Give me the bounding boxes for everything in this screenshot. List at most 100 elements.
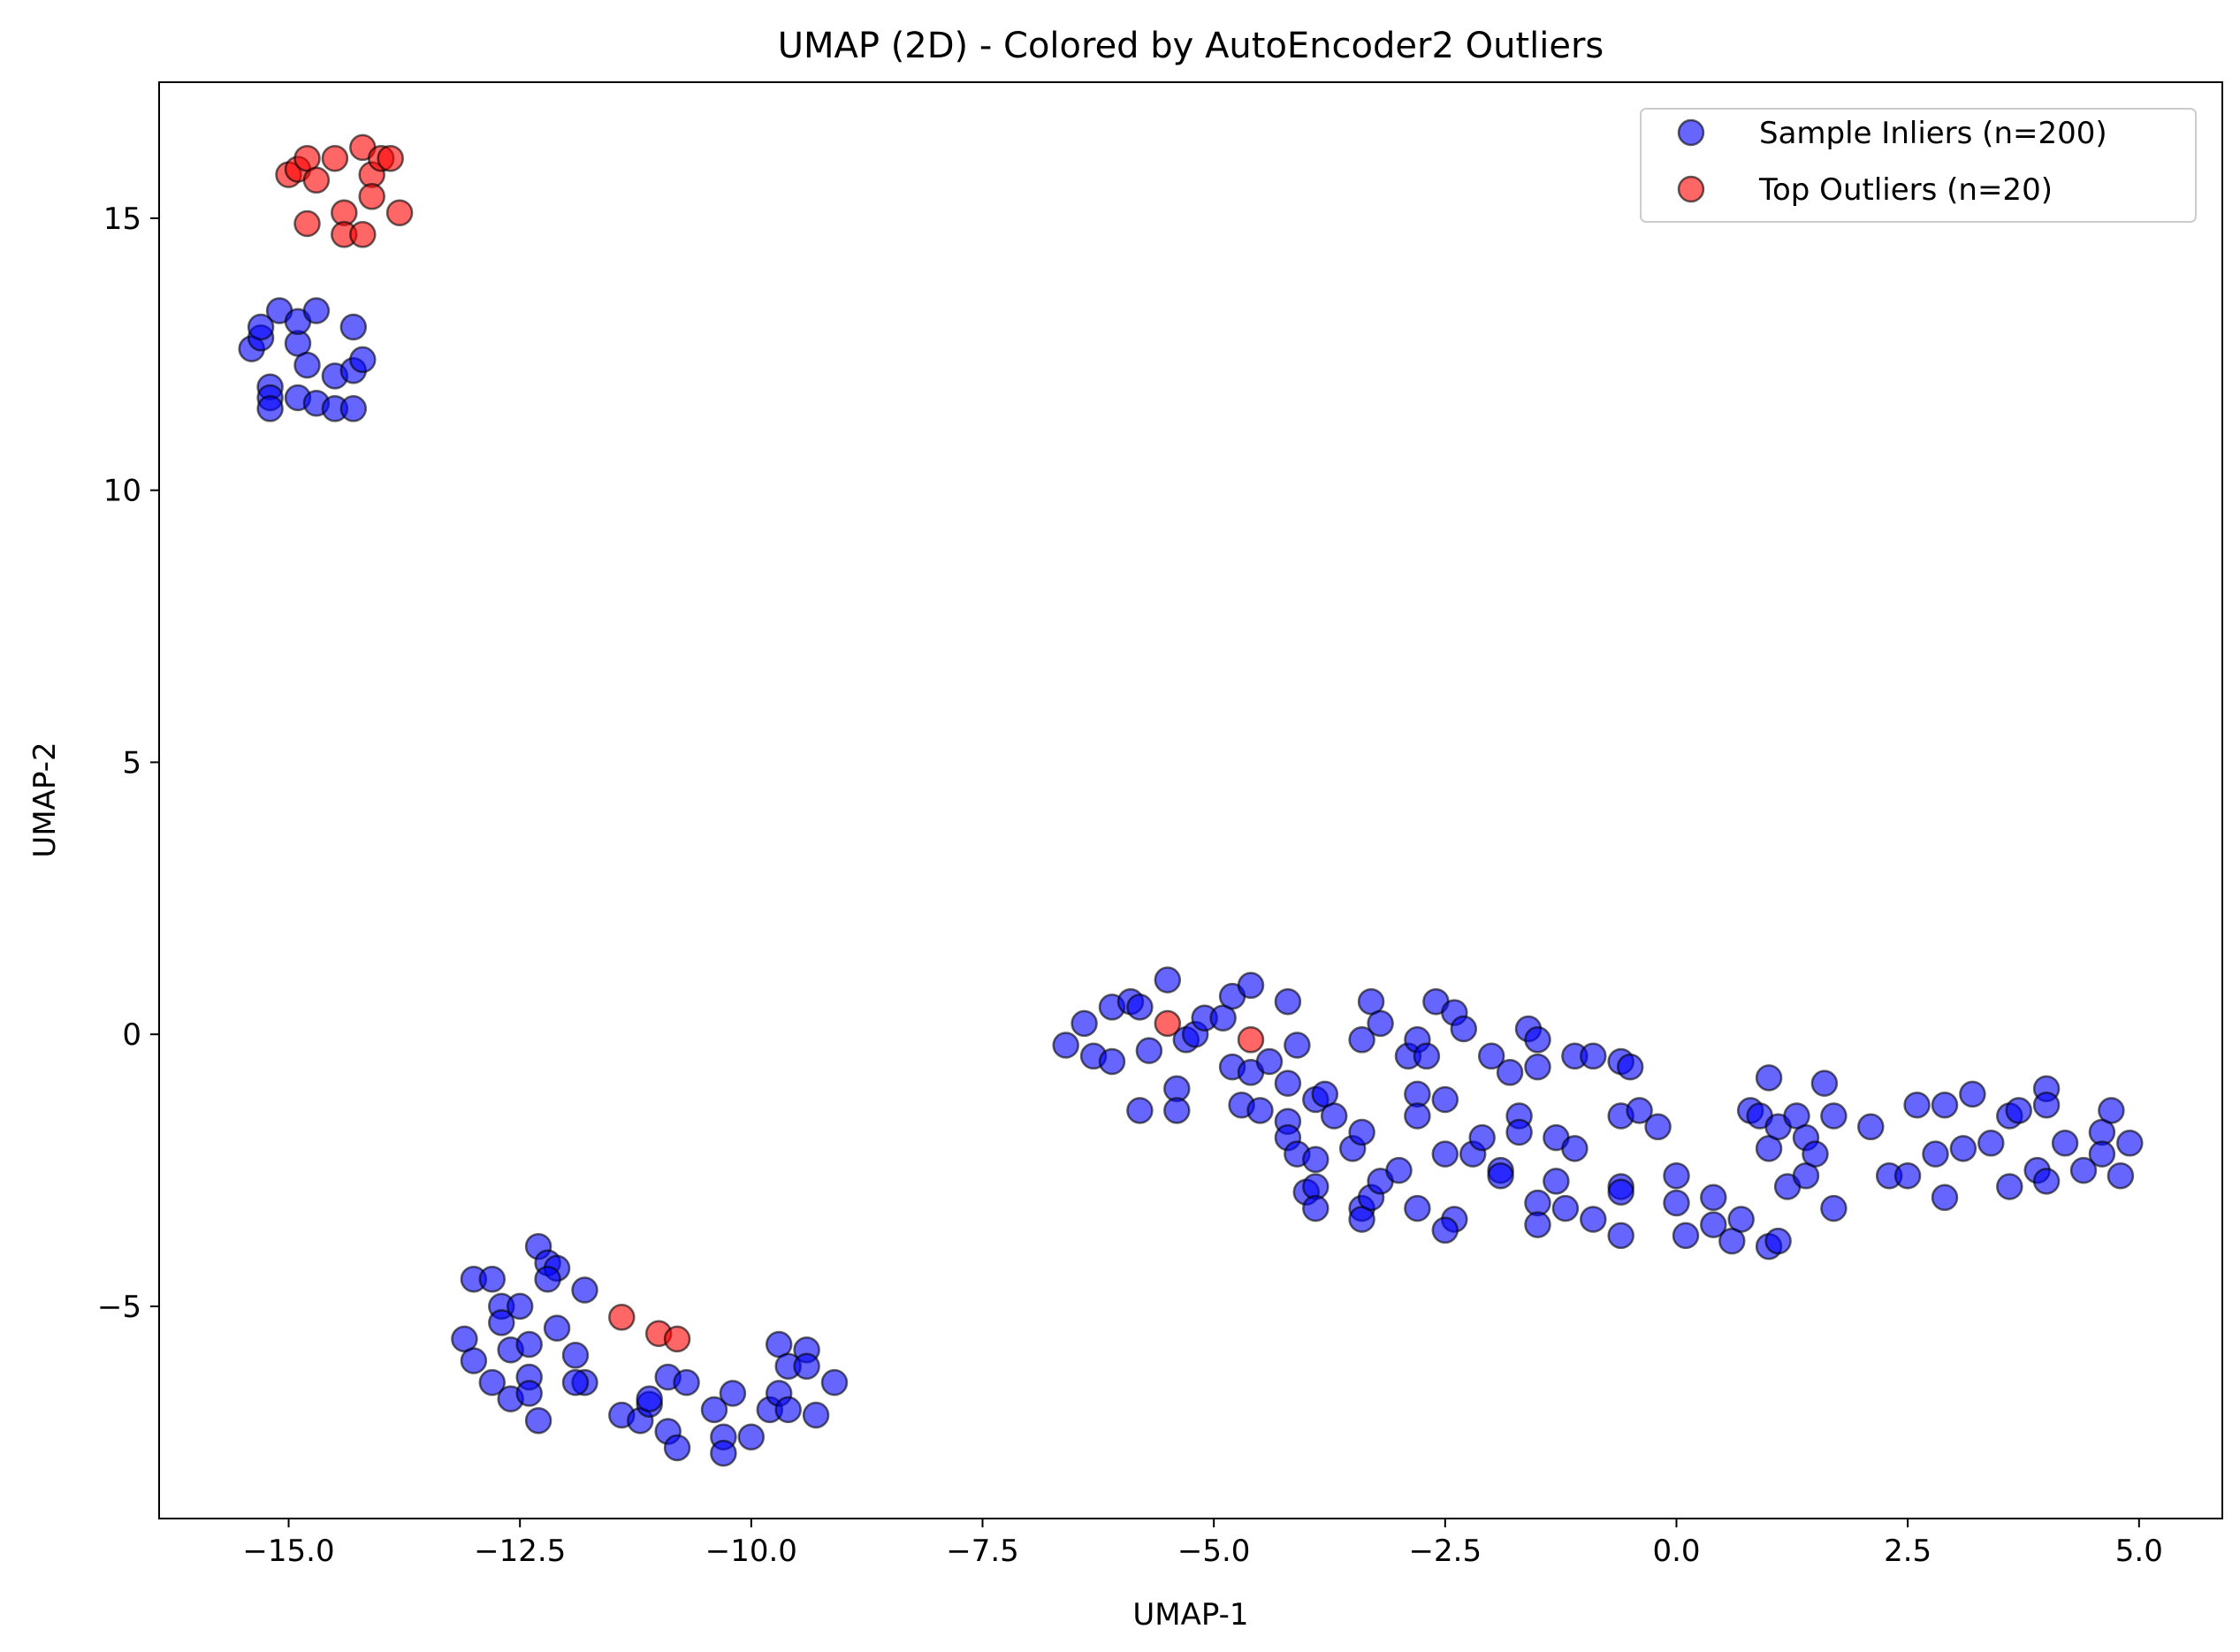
inlier-point-72 <box>1135 1037 1163 1064</box>
inlier-point-169 <box>1802 1140 1829 1168</box>
inlier-point-128 <box>1496 1059 1524 1086</box>
inlier-point-75 <box>1163 1097 1191 1124</box>
inlier-point-144 <box>1616 1053 1644 1081</box>
inlier-point-120 <box>1431 1216 1459 1245</box>
inlier-point-109 <box>1385 1156 1413 1184</box>
inlier-point-68 <box>1098 1047 1126 1076</box>
inlier-point-189 <box>2032 1091 2061 1119</box>
inlier-point-95 <box>1302 1146 1330 1174</box>
inlier-point-157 <box>1727 1206 1755 1233</box>
legend-label-outliers: Top Outliers (n=20) <box>1758 172 2053 208</box>
inlier-point-117 <box>1431 1085 1459 1114</box>
inlier-point-142 <box>1580 1206 1607 1233</box>
inlier-point-87 <box>1274 987 1302 1016</box>
y-axis-label: UMAP-2 <box>27 742 63 857</box>
inlier-point-172 <box>1820 1194 1848 1222</box>
inlier-point-32 <box>524 1406 552 1435</box>
inlier-point-195 <box>2107 1161 2135 1190</box>
inlier-point-61 <box>793 1352 820 1380</box>
outlier-point-15 <box>608 1304 636 1331</box>
inlier-point-83 <box>1237 971 1265 1000</box>
legend-marker-outliers <box>1677 175 1705 203</box>
inlier-point-45 <box>636 1385 663 1412</box>
inlier-point-137 <box>1543 1168 1570 1195</box>
legend: Sample Inliers (n=200) Top Outliers (n=2… <box>1640 108 2197 223</box>
inlier-point-41 <box>571 1276 598 1304</box>
inlier-point-124 <box>1468 1123 1496 1152</box>
inlier-point-155 <box>1700 1211 1727 1238</box>
x-tick-label: −15.0 <box>242 1534 334 1569</box>
outlier-point-3 <box>302 166 331 194</box>
inlier-point-24 <box>488 1309 515 1336</box>
inlier-point-63 <box>820 1368 849 1397</box>
inlier-point-148 <box>1607 1222 1634 1250</box>
inlier-point-180 <box>1949 1135 1977 1162</box>
inlier-point-71 <box>1126 1097 1154 1124</box>
x-tick-label: −5.0 <box>1177 1534 1251 1569</box>
inlier-point-49 <box>673 1368 700 1397</box>
x-axis-label: UMAP-1 <box>1132 1597 1248 1633</box>
outlier-point-5 <box>321 144 349 172</box>
inlier-point-176 <box>1903 1091 1931 1119</box>
inlier-point-53 <box>719 1380 747 1407</box>
inlier-point-135 <box>1524 1211 1551 1238</box>
inlier-point-38 <box>561 1342 590 1369</box>
inlier-point-196 <box>2116 1130 2144 1157</box>
inlier-point-31 <box>515 1380 543 1407</box>
inlier-point-115 <box>1413 1042 1441 1070</box>
inlier-point-14 <box>339 395 368 423</box>
inlier-point-187 <box>2032 1168 2061 1195</box>
inlier-point-114 <box>1404 1194 1431 1222</box>
y-tick-label: −5 <box>97 1290 141 1325</box>
inlier-point-147 <box>1607 1178 1634 1206</box>
plot-area <box>158 81 2223 1519</box>
inlier-point-37 <box>543 1314 571 1342</box>
x-tick-label: −2.5 <box>1409 1534 1482 1569</box>
inlier-point-122 <box>1450 1015 1478 1043</box>
inlier-point-85 <box>1246 1097 1274 1124</box>
legend-box <box>1640 108 2197 223</box>
inlier-point-59 <box>774 1396 802 1424</box>
y-tick-label: 5 <box>122 745 141 780</box>
outlier-point-17 <box>663 1325 691 1353</box>
inlier-point-27 <box>515 1330 543 1359</box>
inlier-point-182 <box>1977 1130 2005 1157</box>
outlier-point-9 <box>349 221 377 248</box>
inlier-point-18 <box>339 313 368 341</box>
inlier-point-28 <box>478 1368 507 1397</box>
inlier-point-191 <box>2069 1156 2098 1184</box>
inlier-point-73 <box>1154 966 1182 993</box>
chart-title: UMAP (2D) - Colored by AutoEncoder2 Outl… <box>778 26 1604 66</box>
inlier-point-194 <box>2098 1097 2125 1124</box>
inlier-point-22 <box>460 1347 488 1374</box>
x-tick-label: 2.5 <box>1884 1534 1931 1569</box>
inlier-point-62 <box>802 1401 830 1429</box>
inlier-point-99 <box>1320 1102 1348 1130</box>
inlier-point-138 <box>1551 1194 1580 1222</box>
outlier-point-14 <box>385 199 414 226</box>
inlier-point-48 <box>663 1434 691 1462</box>
inlier-point-173 <box>1857 1113 1885 1141</box>
x-tick-label: 5.0 <box>2115 1534 2163 1569</box>
inlier-point-9 <box>302 297 331 324</box>
inlier-point-118 <box>1431 1140 1459 1168</box>
legend-label-inliers: Sample Inliers (n=200) <box>1759 116 2107 151</box>
x-tick-label: 0.0 <box>1652 1534 1700 1569</box>
inlier-point-179 <box>1931 1184 1959 1212</box>
inlier-point-2 <box>247 313 275 341</box>
inlier-point-107 <box>1367 1009 1394 1038</box>
inlier-point-149 <box>1626 1097 1653 1124</box>
outlier-point-18 <box>1154 1009 1182 1038</box>
inlier-point-151 <box>1663 1161 1690 1190</box>
legend-marker-inliers <box>1677 118 1705 147</box>
points-layer <box>238 133 2144 1467</box>
inlier-point-190 <box>2051 1130 2079 1157</box>
inlier-point-101 <box>1348 1118 1375 1146</box>
x-axis: −15.0 −12.5 −10.0 −7.5 −5.0 −2.5 0.0 2.5 5.0 <box>242 1519 2163 1569</box>
inlier-point-150 <box>1644 1113 1672 1141</box>
inlier-point-181 <box>1959 1080 1986 1108</box>
inlier-point-193 <box>2088 1140 2116 1168</box>
y-axis: −5 0 5 10 15 <box>97 202 159 1325</box>
inlier-point-160 <box>1755 1064 1783 1092</box>
